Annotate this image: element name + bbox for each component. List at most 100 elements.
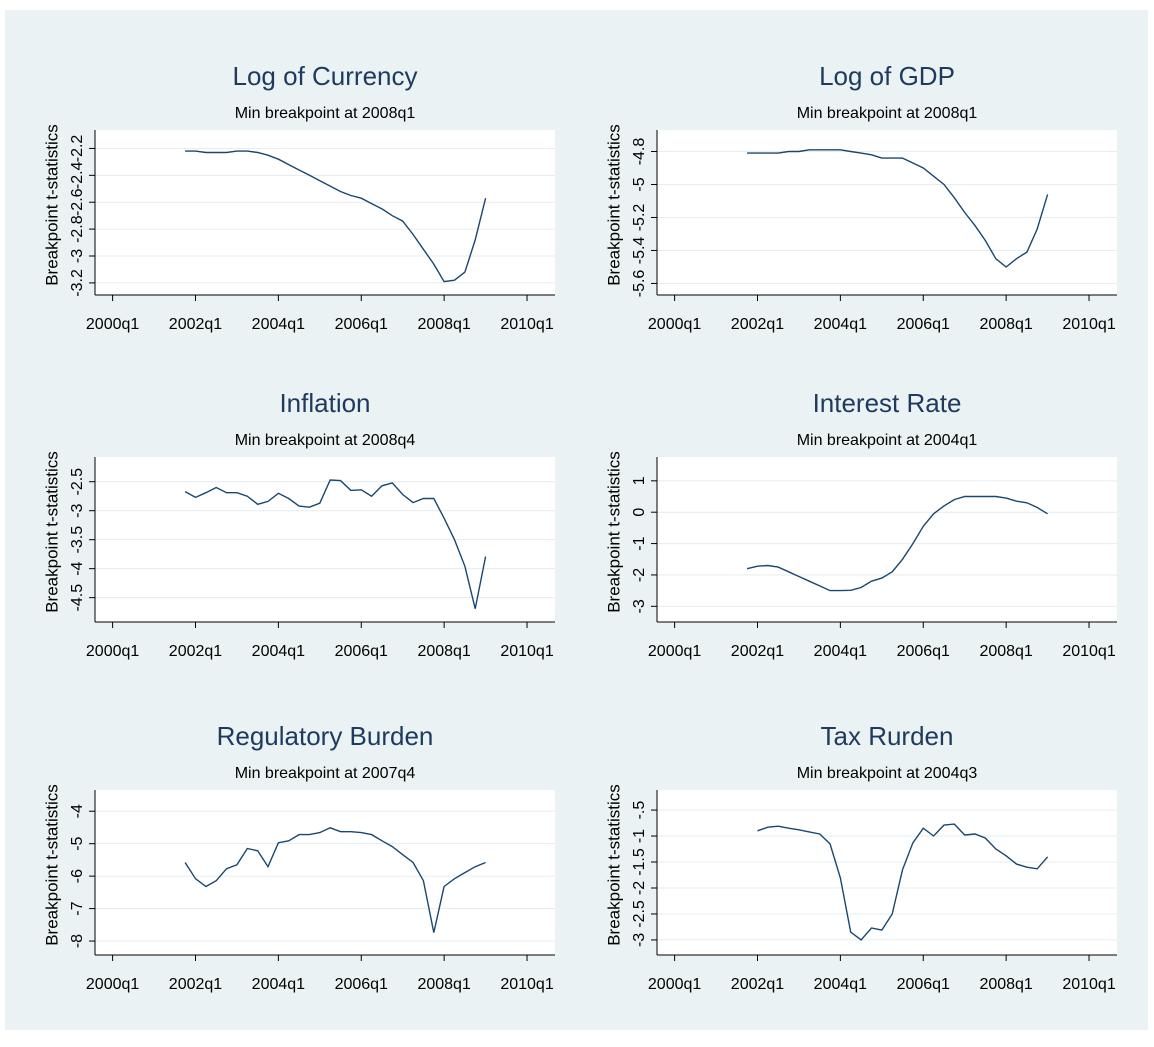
x-tick-label: 2002q1 [731,316,784,333]
y-tick-label: -4.8 [631,138,648,166]
y-tick-label: -4 [69,804,86,818]
panel: Log of GDP Min breakpoint at 2008q1 Breakp… [604,61,1117,333]
y-axis-title: Breakpoint t-statistics [42,124,61,286]
x-tick-label: 2006q1 [335,316,388,333]
chart-subtitle: Min breakpoint at 2008q1 [235,105,416,122]
x-tick-label: 2004q1 [252,316,305,333]
x-tick-label: 2008q1 [417,643,470,660]
x-tick-label: 2010q1 [1062,643,1115,660]
x-tick-label: 2004q1 [252,643,305,660]
x-tick-label: 2002q1 [731,976,784,993]
data-line [746,495,1048,592]
plot-area [95,130,555,295]
y-tick-label: 0 [631,508,648,517]
y-tick-label: -8 [69,934,86,948]
panel: Log of Currency Min breakpoint at 2008q1 B… [42,61,555,333]
y-tick-label: -3 [631,599,648,613]
x-tick-label: 2010q1 [500,976,553,993]
x-tick-label: 2004q1 [814,643,867,660]
chart-title: Log of GDP [819,61,955,91]
y-tick-label: -3 [69,503,86,517]
panel: Regulatory Burden Min breakpoint at 2007q… [42,721,555,993]
x-tick-label: 2000q1 [86,316,139,333]
x-tick-label: 2006q1 [335,976,388,993]
y-tick-label: -4 [69,561,86,575]
chart-title: Log of Currency [233,61,418,91]
y-tick-label: -3 [631,933,648,947]
x-tick-label: 2008q1 [979,643,1032,660]
panel: Tax Rurden Min breakpoint at 2004q3 Breakp… [604,721,1117,993]
y-tick-label: -6 [69,869,86,883]
x-tick-label: 2008q1 [417,976,470,993]
x-tick-label: 2010q1 [1062,976,1115,993]
y-tick-label: -7 [69,901,86,915]
y-tick-label: -1 [631,829,648,843]
x-tick-label: 2002q1 [169,976,222,993]
y-tick-label: -1 [631,536,648,550]
panel: Inflation Min breakpoint at 2008q4 Breakpo… [42,388,555,660]
chart-title: Interest Rate [813,388,962,418]
data-line [185,150,487,283]
plot-area [95,790,555,955]
data-line [184,479,487,609]
x-tick-label: 2004q1 [814,976,867,993]
y-tick-label: -5.4 [631,237,648,265]
chart-subtitle: Min breakpoint at 2004q3 [797,765,978,782]
x-tick-label: 2006q1 [335,643,388,660]
y-axis-title: Breakpoint t-statistics [604,784,623,946]
y-tick-label: -3.2 [69,269,86,297]
x-tick-label: 2006q1 [897,643,950,660]
x-tick-label: 2008q1 [417,316,470,333]
x-tick-label: 2006q1 [897,316,950,333]
x-tick-label: 2000q1 [648,316,701,333]
y-tick-label: 1 [631,476,648,485]
y-tick-label: -2 [631,568,648,582]
data-line [747,149,1049,268]
x-tick-label: 2000q1 [648,976,701,993]
y-tick-label: -2.5 [631,900,648,928]
x-tick-label: 2004q1 [814,316,867,333]
chart-subtitle: Min breakpoint at 2008q1 [797,105,978,122]
plot-area [657,130,1117,295]
x-tick-label: 2002q1 [731,643,784,660]
y-axis-title: Breakpoint t-statistics [42,784,61,946]
x-tick-label: 2010q1 [1062,316,1115,333]
y-tick-label: -3.5 [69,526,86,554]
y-axis-title: Breakpoint t-statistics [604,451,623,613]
y-tick-label: -1.5 [631,848,648,876]
x-tick-label: 2004q1 [252,976,305,993]
x-tick-label: 2006q1 [897,976,950,993]
x-tick-label: 2000q1 [86,976,139,993]
data-line [184,827,486,933]
y-tick-label: -5.2 [631,204,648,232]
y-axis-title: Breakpoint t-statistics [42,451,61,613]
x-tick-label: 2002q1 [169,643,222,660]
y-tick-label: -2.6 [69,188,86,216]
x-tick-label: 2010q1 [500,316,553,333]
y-tick-label: -5.6 [631,270,648,298]
x-tick-label: 2008q1 [979,976,1032,993]
chart-title: Inflation [279,388,370,418]
x-tick-label: 2008q1 [979,316,1032,333]
y-tick-label: -2.8 [69,215,86,243]
y-tick-label: -5 [69,836,86,850]
chart-subtitle: Min breakpoint at 2007q4 [235,765,416,782]
x-tick-label: 2002q1 [169,316,222,333]
y-tick-label: -5 [631,177,648,191]
chart-title: Tax Rurden [821,721,954,751]
x-tick-label: 2000q1 [86,643,139,660]
y-tick-label: -4.5 [69,584,86,612]
panel: Interest Rate Min breakpoint at 2004q1 Bre… [604,388,1117,660]
y-tick-label: -2.4 [69,161,86,189]
plot-area [657,790,1117,955]
data-line [757,823,1049,941]
x-tick-label: 2000q1 [648,643,701,660]
y-tick-label: -3 [69,249,86,263]
y-tick-label: -2 [631,881,648,895]
chart-title: Regulatory Burden [217,721,434,751]
x-tick-label: 2010q1 [500,643,553,660]
y-axis-title: Breakpoint t-statistics [604,124,623,286]
y-tick-label: -2.5 [69,468,86,496]
plot-area [657,457,1117,622]
